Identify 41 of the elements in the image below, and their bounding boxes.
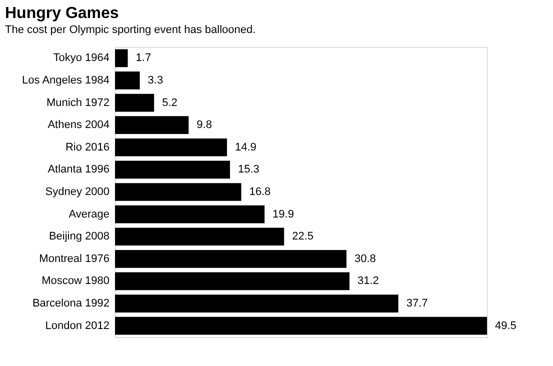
chart-title: Hungry Games — [5, 5, 119, 22]
data-label: 9.8 — [196, 119, 212, 132]
y-tick-label: Los Angeles 1984 — [22, 74, 110, 86]
data-label: 31.2 — [357, 275, 379, 288]
y-tick-label: Munich 1972 — [46, 96, 110, 109]
bar — [115, 183, 242, 201]
data-label: 37.7 — [406, 298, 428, 310]
data-label: 22.5 — [292, 230, 314, 243]
y-tick-label: Atlanta 1996 — [48, 164, 110, 176]
data-label: 15.3 — [238, 164, 260, 176]
data-label: 3.3 — [148, 74, 164, 86]
y-tick-label: Montreal 1976 — [39, 252, 110, 265]
bar — [115, 72, 140, 90]
y-tick-label: London 2012 — [45, 320, 110, 332]
y-tick-label: Barcelona 1992 — [32, 298, 110, 310]
bar — [115, 294, 398, 312]
data-label: 14.9 — [234, 141, 256, 154]
y-tick-label: Beijing 2008 — [48, 230, 110, 243]
bar — [115, 250, 346, 268]
data-label: 49.5 — [495, 320, 516, 332]
y-tick-label: Athens 2004 — [48, 119, 110, 132]
data-label: 30.8 — [354, 252, 376, 265]
y-tick-label: Moscow 1980 — [42, 275, 110, 288]
bar — [115, 160, 230, 179]
data-label: 16.8 — [249, 186, 271, 198]
y-tick-label: Sydney 2000 — [45, 186, 110, 198]
y-tick-label: Tokyo 1964 — [53, 52, 110, 64]
bar — [115, 94, 154, 112]
data-label: 1.7 — [136, 52, 152, 64]
bar — [115, 272, 350, 290]
data-label: 19.9 — [272, 208, 294, 220]
bar — [115, 205, 265, 224]
y-tick-label: Rio 2016 — [65, 141, 110, 154]
bar — [115, 116, 189, 134]
bar — [115, 316, 487, 335]
bar — [115, 49, 128, 68]
y-tick-label: Average — [68, 208, 110, 220]
bar — [115, 138, 227, 156]
data-label: 5.2 — [162, 96, 178, 109]
bar — [115, 228, 284, 246]
chart-subtitle: The cost per Olympic sporting event has ballooned. — [5, 24, 256, 36]
